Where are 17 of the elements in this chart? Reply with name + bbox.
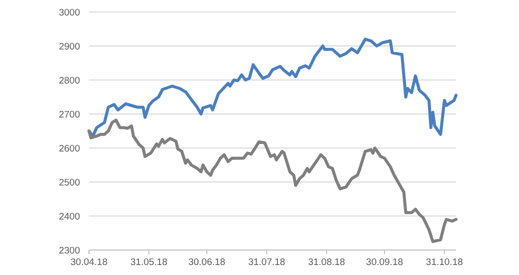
y-tick-label: 2700 bbox=[58, 110, 80, 120]
line-series bbox=[88, 118, 458, 243]
x-tick-label: 31.07.18 bbox=[248, 257, 286, 268]
x-tick-label: 30.06.18 bbox=[188, 257, 226, 268]
y-tick-label: 2900 bbox=[58, 42, 80, 52]
y-tick-label: 3000 bbox=[58, 8, 80, 18]
y-tick-label: 2800 bbox=[58, 76, 80, 86]
x-tick-label: 30.09.18 bbox=[366, 257, 404, 268]
x-tick-label: 30.04.18 bbox=[70, 257, 108, 268]
y-tick-label: 2500 bbox=[58, 178, 80, 188]
y-tick-label: 2300 bbox=[58, 246, 80, 256]
x-tick-label: 31.05.18 bbox=[130, 257, 168, 268]
y-tick-label: 2600 bbox=[58, 144, 80, 154]
line-series bbox=[88, 38, 458, 138]
x-tick-label: 31.08.18 bbox=[308, 257, 346, 268]
x-tick-label: 31.10.18 bbox=[426, 257, 463, 268]
y-tick-label: 2400 bbox=[58, 212, 80, 222]
